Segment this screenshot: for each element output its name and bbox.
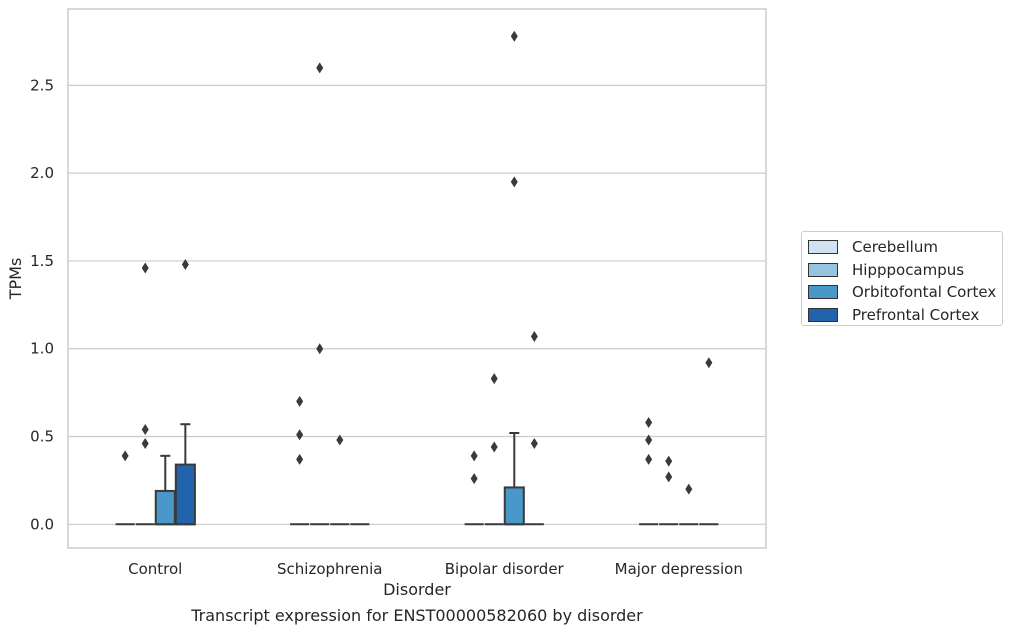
legend-label: Cerebellum (852, 238, 938, 257)
outlier-point (141, 438, 149, 450)
box (174, 463, 196, 526)
box-0-0 (115, 450, 135, 526)
legend-swatch (808, 262, 838, 277)
y-tick-label: 2.5 (30, 76, 54, 94)
outlier-point (470, 450, 478, 462)
legend-label: Hipppocampus (852, 260, 965, 279)
y-tick-label: 0.0 (30, 515, 54, 533)
outlier-point (490, 441, 498, 453)
box (503, 486, 525, 526)
legend-swatch (808, 307, 838, 322)
y-tick-label: 1.5 (30, 252, 54, 270)
legend-item: Cerebellum (808, 236, 1002, 259)
box-3-0 (174, 258, 196, 526)
outlier-point (470, 473, 478, 485)
box-0-1 (290, 395, 310, 526)
outlier-point (645, 453, 653, 465)
legend-label: Prefrontal Cortex (852, 305, 980, 324)
y-axis-label: TPMs (6, 258, 25, 301)
outlier-point (530, 438, 538, 450)
legend: Cerebellum Hipppocampus Orbitofontal Corte… (801, 231, 1003, 326)
legend-swatch (808, 285, 838, 300)
outlier-point (336, 434, 344, 446)
x-tick-label: Bipolar disorder (445, 560, 565, 578)
x-tick-label: Control (128, 560, 182, 578)
box-2-2 (503, 30, 525, 526)
outlier-point (296, 453, 304, 465)
outlier-point (645, 416, 653, 428)
x-tick-label: Major depression (615, 560, 743, 578)
y-tick-labels: 0.0 0.5 1.0 1.5 2.0 2.5 (30, 76, 54, 533)
figure-caption: Transcript expression for ENST0000058206… (191, 606, 643, 625)
box (154, 489, 176, 526)
outlier-point (510, 30, 518, 42)
outlier-point (705, 357, 713, 369)
y-tick-label: 1.0 (30, 340, 54, 358)
gridlines (68, 84, 766, 525)
box-2-0 (154, 454, 176, 526)
legend-item: Hipppocampus (808, 259, 1002, 282)
outlier-point (530, 330, 538, 342)
outlier-point (316, 343, 324, 355)
legend-item: Prefrontal Cortex (808, 304, 1002, 327)
box-0-2 (464, 450, 484, 526)
outlier-point (181, 258, 189, 270)
box-1-3 (659, 455, 679, 526)
outlier-point (510, 176, 518, 188)
legend-item: Orbitofontal Cortex (808, 281, 1002, 304)
box-2-1 (330, 434, 350, 526)
legend-label: Orbitofontal Cortex (852, 283, 997, 302)
outlier-point (141, 423, 149, 435)
y-tick-label: 0.5 (30, 428, 54, 446)
chart-marks (115, 30, 719, 526)
outlier-point (685, 483, 693, 495)
x-axis-label: Disorder (383, 580, 451, 599)
box-0-3 (639, 416, 659, 526)
box-3-3 (699, 357, 719, 526)
box-1-1 (310, 62, 330, 526)
box-3-2 (524, 330, 544, 526)
outlier-point (665, 455, 673, 467)
x-tick-labels: Control Schizophrenia Bipolar disorder Majo… (128, 560, 743, 578)
plot-frame (67, 8, 767, 549)
y-tick-label: 2.0 (30, 164, 54, 182)
box-2-3 (679, 483, 699, 526)
box-1-2 (484, 373, 504, 526)
outlier-point (490, 373, 498, 385)
x-tick-label: Schizophrenia (277, 560, 382, 578)
outlier-point (296, 395, 304, 407)
outlier-point (296, 429, 304, 441)
outlier-point (316, 62, 324, 74)
outlier-point (141, 262, 149, 274)
legend-swatch (808, 240, 838, 255)
box-1-0 (135, 262, 155, 526)
outlier-point (121, 450, 129, 462)
outlier-point (665, 471, 673, 483)
outlier-point (645, 434, 653, 446)
